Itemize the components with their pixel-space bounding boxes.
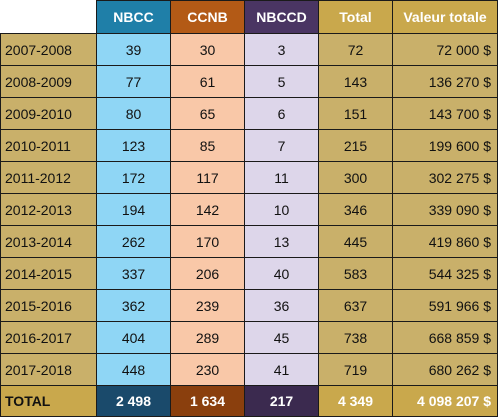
cell-year: 2017-2018 bbox=[0, 353, 97, 386]
table-row: 2014-2015 337 206 40 583 544 325 $ bbox=[0, 257, 498, 290]
table-row: 2012-2013 194 142 10 346 339 090 $ bbox=[0, 193, 498, 226]
cell-total: 445 bbox=[318, 225, 393, 258]
cell-value: 544 325 $ bbox=[392, 257, 498, 290]
cell-total: 637 bbox=[318, 289, 393, 322]
footer-row: TOTAL 2 498 1 634 217 4 349 4 098 207 $ bbox=[0, 385, 498, 417]
cell-value: 143 700 $ bbox=[392, 97, 498, 130]
table-row: 2008-2009 77 61 5 143 136 270 $ bbox=[0, 65, 498, 98]
cell-nbccd: 45 bbox=[244, 321, 319, 354]
cell-nbcc: 39 bbox=[96, 33, 171, 66]
cell-ccnb: 61 bbox=[170, 65, 245, 98]
footer-nbccd: 217 bbox=[244, 385, 319, 417]
cell-total: 719 bbox=[318, 353, 393, 386]
cell-ccnb: 230 bbox=[170, 353, 245, 386]
cell-total: 143 bbox=[318, 65, 393, 98]
cell-ccnb: 170 bbox=[170, 225, 245, 258]
cell-value: 668 859 $ bbox=[392, 321, 498, 354]
cell-year: 2010-2011 bbox=[0, 129, 97, 162]
cell-value: 591 966 $ bbox=[392, 289, 498, 322]
cell-nbccd: 36 bbox=[244, 289, 319, 322]
cell-value: 680 262 $ bbox=[392, 353, 498, 386]
cell-nbcc: 172 bbox=[96, 161, 171, 194]
cell-year: 2007-2008 bbox=[0, 33, 97, 66]
cell-total: 346 bbox=[318, 193, 393, 226]
footer-total: 4 349 bbox=[318, 385, 393, 417]
table-row: 2011-2012 172 117 11 300 302 275 $ bbox=[0, 161, 498, 194]
cell-nbccd: 6 bbox=[244, 97, 319, 130]
cell-ccnb: 206 bbox=[170, 257, 245, 290]
footer-nbcc: 2 498 bbox=[96, 385, 171, 417]
table-row: 2017-2018 448 230 41 719 680 262 $ bbox=[0, 353, 498, 386]
cell-ccnb: 117 bbox=[170, 161, 245, 194]
cell-nbcc: 337 bbox=[96, 257, 171, 290]
cell-total: 151 bbox=[318, 97, 393, 130]
cell-total: 300 bbox=[318, 161, 393, 194]
cell-ccnb: 85 bbox=[170, 129, 245, 162]
footer-ccnb: 1 634 bbox=[170, 385, 245, 417]
cell-year: 2013-2014 bbox=[0, 225, 97, 258]
cell-value: 302 275 $ bbox=[392, 161, 498, 194]
header-row: NBCC CCNB NBCCD Total Valeur totale bbox=[0, 0, 498, 34]
cell-total: 583 bbox=[318, 257, 393, 290]
cell-ccnb: 65 bbox=[170, 97, 245, 130]
cell-year: 2012-2013 bbox=[0, 193, 97, 226]
cell-nbcc: 80 bbox=[96, 97, 171, 130]
cell-nbccd: 3 bbox=[244, 33, 319, 66]
cell-value: 199 600 $ bbox=[392, 129, 498, 162]
cell-total: 215 bbox=[318, 129, 393, 162]
cell-year: 2011-2012 bbox=[0, 161, 97, 194]
footer-label: TOTAL bbox=[0, 385, 97, 417]
cell-value: 339 090 $ bbox=[392, 193, 498, 226]
cell-year: 2015-2016 bbox=[0, 289, 97, 322]
header-nbccd: NBCCD bbox=[244, 0, 319, 34]
cell-value: 136 270 $ bbox=[392, 65, 498, 98]
cell-value: 72 000 $ bbox=[392, 33, 498, 66]
cell-nbccd: 10 bbox=[244, 193, 319, 226]
header-total: Total bbox=[318, 0, 393, 34]
cell-nbccd: 41 bbox=[244, 353, 319, 386]
table-row: 2016-2017 404 289 45 738 668 859 $ bbox=[0, 321, 498, 354]
table-row: 2010-2011 123 85 7 215 199 600 $ bbox=[0, 129, 498, 162]
table-row: 2009-2010 80 65 6 151 143 700 $ bbox=[0, 97, 498, 130]
cell-nbccd: 13 bbox=[244, 225, 319, 258]
cell-nbcc: 362 bbox=[96, 289, 171, 322]
cell-ccnb: 289 bbox=[170, 321, 245, 354]
cell-nbccd: 5 bbox=[244, 65, 319, 98]
cell-nbcc: 404 bbox=[96, 321, 171, 354]
table-body: 2007-2008 39 30 3 72 72 000 $2008-2009 77 61 5 14… bbox=[0, 33, 498, 386]
header-ccnb: CCNB bbox=[170, 0, 245, 34]
header-nbcc: NBCC bbox=[96, 0, 171, 34]
cell-ccnb: 239 bbox=[170, 289, 245, 322]
cell-year: 2008-2009 bbox=[0, 65, 97, 98]
cell-year: 2009-2010 bbox=[0, 97, 97, 130]
header-value: Valeur totale bbox=[392, 0, 498, 34]
cell-nbcc: 77 bbox=[96, 65, 171, 98]
header-blank-cell bbox=[0, 0, 97, 34]
table-row: 2007-2008 39 30 3 72 72 000 $ bbox=[0, 33, 498, 66]
cell-nbcc: 194 bbox=[96, 193, 171, 226]
cell-ccnb: 30 bbox=[170, 33, 245, 66]
cell-nbccd: 11 bbox=[244, 161, 319, 194]
cell-nbcc: 262 bbox=[96, 225, 171, 258]
cell-year: 2014-2015 bbox=[0, 257, 97, 290]
cell-nbccd: 40 bbox=[244, 257, 319, 290]
cell-value: 419 860 $ bbox=[392, 225, 498, 258]
cell-year: 2016-2017 bbox=[0, 321, 97, 354]
footer-value: 4 098 207 $ bbox=[392, 385, 498, 417]
cell-nbcc: 448 bbox=[96, 353, 171, 386]
cell-total: 738 bbox=[318, 321, 393, 354]
cell-nbccd: 7 bbox=[244, 129, 319, 162]
table-row: 2013-2014 262 170 13 445 419 860 $ bbox=[0, 225, 498, 258]
table-row: 2015-2016 362 239 36 637 591 966 $ bbox=[0, 289, 498, 322]
cell-total: 72 bbox=[318, 33, 393, 66]
cell-ccnb: 142 bbox=[170, 193, 245, 226]
cell-nbcc: 123 bbox=[96, 129, 171, 162]
